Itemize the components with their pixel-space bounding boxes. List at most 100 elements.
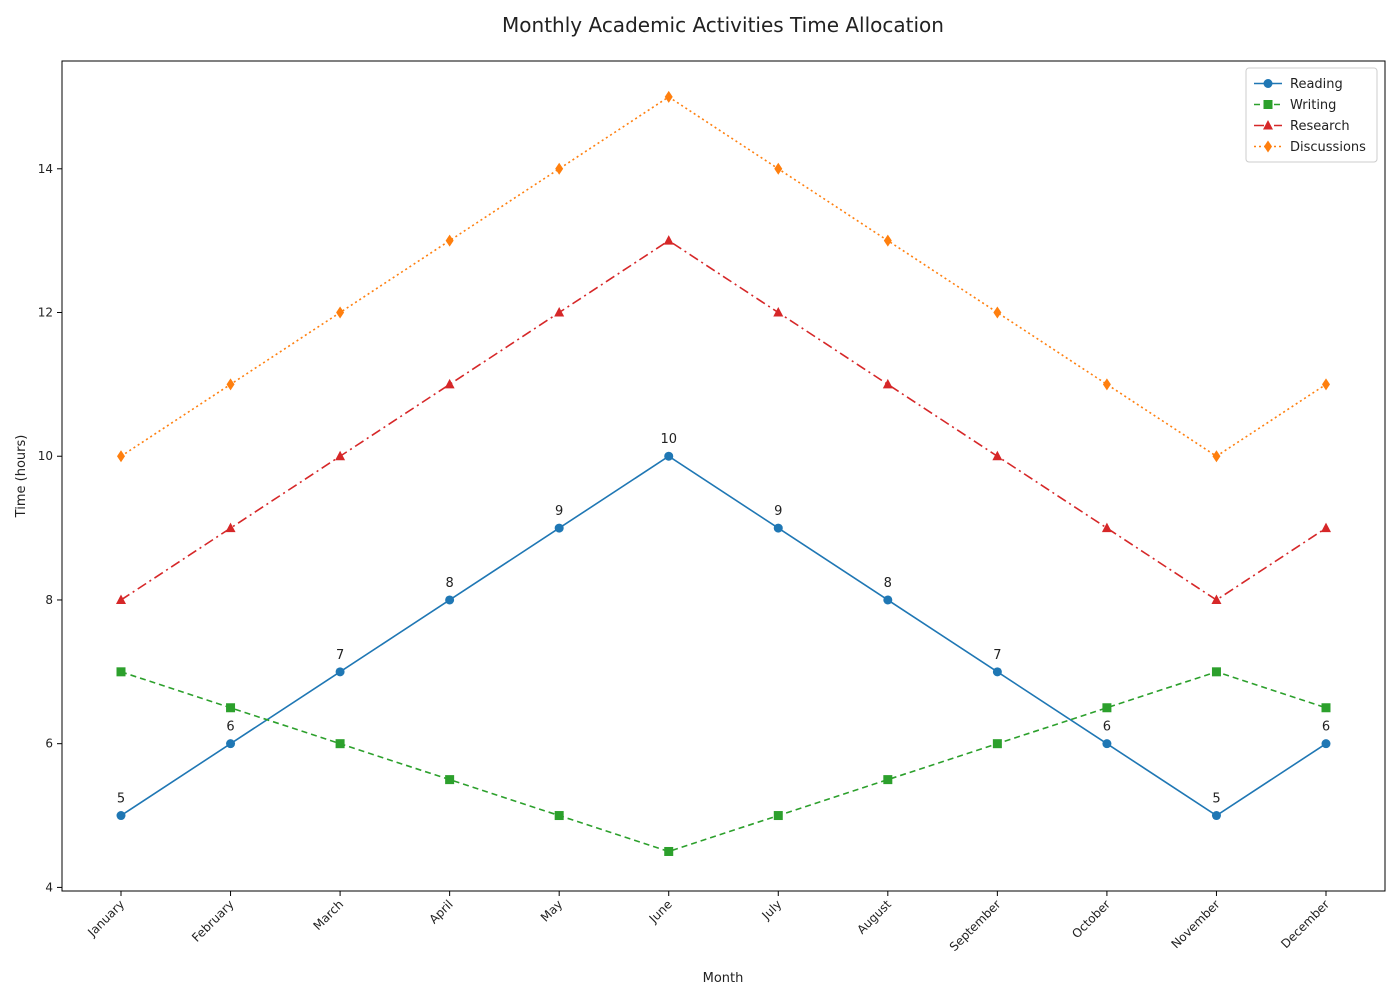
data-label-reading: 9 [774,504,782,519]
data-point-research [773,307,784,317]
y-tick-label: 6 [45,737,53,751]
x-tick-label-march: March [310,897,346,933]
x-tick-label-november: November [1169,897,1223,951]
x-tick-label-april: April [426,897,455,926]
data-point-writing [335,739,345,749]
data-point-discussions [1102,378,1111,391]
data-point-writing [554,811,564,821]
x-tick-label-october: October [1069,897,1113,941]
data-point-writing [664,846,674,856]
data-point-reading [883,595,893,605]
y-tick-label: 4 [45,880,53,894]
x-axis-label: Month [703,971,744,986]
data-label-reading: 10 [660,432,677,447]
data-point-discussions [774,162,783,175]
legend-marker [1264,140,1272,153]
series-discussions [117,90,1330,463]
data-label-reading: 7 [336,648,344,663]
data-point-reading [1321,739,1331,749]
data-point-research [444,378,455,389]
series-line-research [120,239,1327,601]
data-point-writing [992,739,1002,749]
x-tick-label-december: December [1278,897,1332,951]
x-tick-label-june: June [646,897,675,926]
data-point-writing [226,703,236,713]
data-point-writing [1321,703,1331,713]
data-point-reading [992,667,1002,677]
data-point-writing [883,775,893,785]
legend-marker [1263,79,1273,88]
data-point-research [1211,594,1222,604]
plot-area: 5 6 7 8 9 10 9 8 7 6 5 6 [61,60,1386,892]
legend-box [1245,67,1378,163]
y-axis-label: Time (hours) [14,435,29,519]
series-line-reading [120,455,1327,817]
x-tick-label-february: February [189,897,237,945]
legend-label: Research [1290,119,1350,134]
series-reading: 5 6 7 8 9 10 9 8 7 6 5 6 [116,432,1331,821]
data-point-research [992,450,1003,461]
data-point-reading [335,667,345,677]
legend-label: Writing [1290,98,1336,113]
data-point-discussions [226,378,235,391]
data-point-reading [554,523,564,533]
data-point-discussions [1212,450,1221,463]
x-tick-label-september: September [947,897,1004,954]
series-writing [116,667,1331,856]
data-label-reading: 5 [117,792,125,807]
series-research [116,235,1331,604]
data-label-reading: 6 [1322,720,1330,735]
data-point-writing [116,667,126,677]
data-point-writing [445,775,455,785]
series-line-discussions [120,95,1327,458]
data-point-reading [664,451,674,461]
data-point-discussions [445,234,454,247]
data-point-research [1321,522,1331,533]
y-tick-label: 8 [45,593,53,607]
chart-title: Monthly Academic Activities Time Allocat… [502,13,944,37]
y-tick-label: 14 [38,162,53,176]
data-point-research [554,307,565,317]
data-point-discussions [883,234,892,247]
data-point-research [882,378,893,389]
data-point-reading [116,811,126,821]
data-point-discussions [336,306,345,319]
data-label-reading: 6 [1103,720,1111,735]
legend-label: Reading [1290,77,1343,92]
data-point-discussions [993,306,1002,319]
data-point-writing [1102,703,1112,713]
data-point-research [663,235,674,245]
legend-label: Discussions [1290,140,1366,155]
data-point-discussions [664,90,673,103]
data-point-discussions [1322,378,1330,391]
x-tick-label-july: July [759,897,785,923]
data-point-reading [226,739,236,749]
data-point-reading [773,523,783,533]
legend-marker [1263,100,1273,109]
x-axis: January February March April May June July Augu… [84,891,1332,954]
data-label-reading: 6 [226,720,234,735]
x-tick-label-january: January [84,897,127,940]
y-axis: 4 6 8 10 12 14 [38,162,62,894]
data-label-reading: 8 [445,576,453,591]
x-tick-label-august: August [854,897,894,937]
plot-frame [61,60,1386,892]
legend-item-discussions: Discussions [1254,140,1366,155]
legend: Reading Writing Research Discussions [1245,67,1378,163]
legend-marker [1263,120,1273,130]
data-point-reading [445,595,455,605]
data-label-reading: 7 [993,648,1001,663]
legend-item-research: Research [1254,119,1350,134]
y-tick-label: 10 [38,449,53,463]
data-point-research [116,594,126,604]
data-point-research [225,522,236,533]
x-tick-label-may: May [538,897,565,924]
data-point-writing [1211,667,1221,677]
data-point-writing [773,811,783,821]
data-label-reading: 9 [555,504,563,519]
y-tick-label: 12 [38,306,53,320]
legend-item-reading: Reading [1254,77,1343,92]
legend-item-writing: Writing [1254,98,1336,113]
data-point-research [1101,522,1112,533]
